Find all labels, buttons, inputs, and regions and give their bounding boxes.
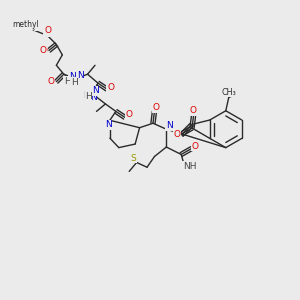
Text: H: H — [64, 76, 71, 85]
Text: O: O — [47, 77, 55, 86]
Text: O: O — [152, 103, 159, 112]
Text: O: O — [40, 46, 47, 55]
Text: N: N — [166, 121, 173, 130]
Text: S: S — [131, 154, 137, 163]
Text: H: H — [85, 92, 92, 101]
Text: O: O — [174, 130, 181, 139]
Text: N: N — [77, 71, 83, 80]
Text: O: O — [45, 26, 52, 35]
Text: O: O — [44, 27, 51, 36]
Text: O: O — [40, 46, 46, 55]
Text: O: O — [107, 83, 114, 92]
Text: N: N — [92, 86, 98, 95]
Text: N: N — [105, 120, 112, 129]
Text: N: N — [69, 72, 76, 81]
Text: N: N — [90, 93, 97, 102]
Text: H: H — [71, 78, 78, 87]
Text: methyl: methyl — [13, 20, 39, 29]
Text: O: O — [192, 142, 199, 151]
Text: CH₃: CH₃ — [221, 88, 236, 97]
Text: O: O — [125, 110, 132, 119]
Text: O: O — [47, 77, 55, 86]
Text: H: H — [83, 91, 89, 100]
Text: O: O — [125, 110, 132, 119]
Text: NH: NH — [183, 162, 196, 171]
Text: methyl: methyl — [12, 22, 38, 31]
Text: O: O — [190, 106, 197, 115]
Text: O: O — [107, 83, 114, 92]
